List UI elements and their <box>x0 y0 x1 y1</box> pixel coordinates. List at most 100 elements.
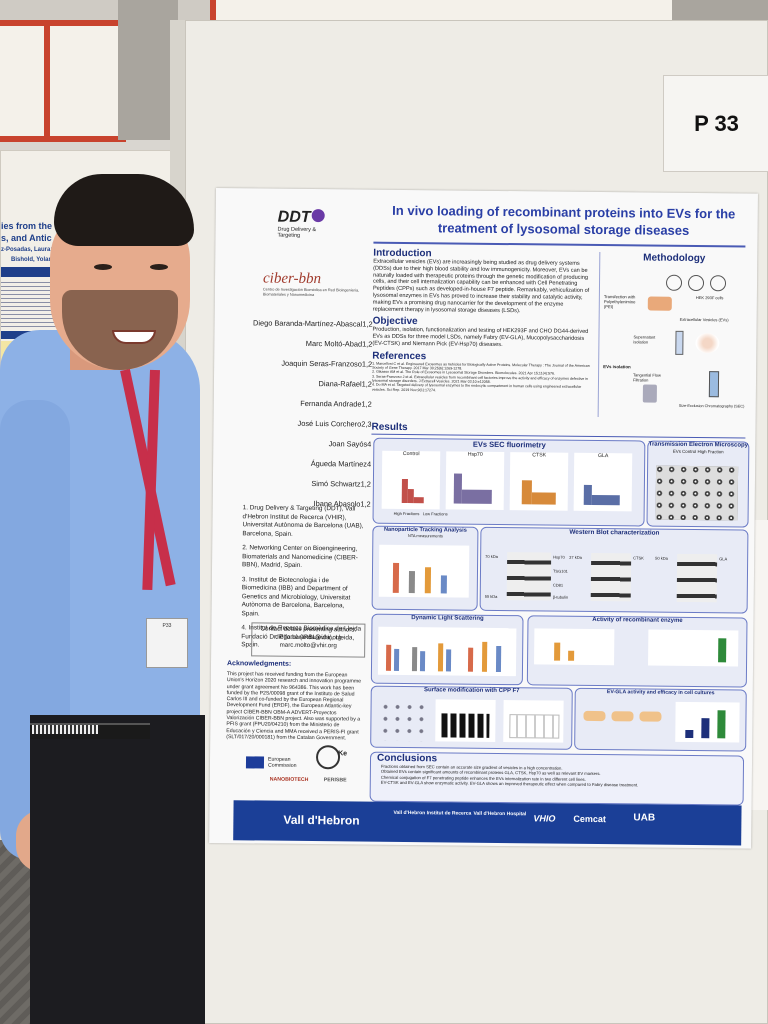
sec-subplot: Control <box>381 450 441 510</box>
wb-marker: GLA <box>719 556 728 562</box>
neighbor-fragment: z-Posadas, Laura; Braza <box>1 247 71 253</box>
affiliation: 2. Networking Center on Bioengineering, … <box>242 544 358 569</box>
neighbor-intro-text <box>1 279 57 329</box>
author: Águeda Martínez4 <box>310 459 372 469</box>
nta-chart <box>378 544 470 598</box>
author-list: Diego Baranda-Martínez-Abascal1,2 Marc M… <box>221 318 373 508</box>
eye <box>94 264 112 270</box>
board-number: P 33 <box>663 75 768 172</box>
poster-title: In vivo loading of recombinant proteins … <box>392 202 736 238</box>
methodology-step: Transfection with Polyethylenimine (PEI) <box>603 294 636 310</box>
funder-logo: NANOBIOTECH <box>269 776 309 784</box>
footer-logo: Vall d'Hebron Institut de Recerca <box>393 809 472 817</box>
neighbor-bar <box>1 267 57 277</box>
cpp-chart <box>503 700 564 743</box>
funder-logo: Ke <box>338 750 348 758</box>
enzyme-title: Activity of recombinant enzyme <box>592 616 683 624</box>
methodology-section: Methodology Transfection with Polyethyle… <box>597 252 749 419</box>
dls-bar <box>481 641 488 672</box>
western-blot-panel: Western Blot characterization Hsp70 CTSK… <box>479 526 749 614</box>
tff-icon <box>642 384 657 403</box>
efficacy-chart <box>675 701 740 743</box>
cpp-title: Surface modification with CPP F7 <box>423 687 520 695</box>
sec-bar <box>461 489 492 504</box>
tube-icon <box>675 330 684 355</box>
tem-image <box>655 465 739 521</box>
kec-logo-icon <box>315 745 341 770</box>
wb-blot <box>676 553 718 603</box>
enzyme-activity-panel: Activity of recombinant enzyme <box>526 615 748 688</box>
ciber-logo-mark: ciber-bbn <box>262 270 322 288</box>
nta-bar <box>392 562 400 593</box>
cell-culture-icon <box>647 296 672 311</box>
belt-buckle <box>32 725 98 734</box>
cpp-bar <box>441 713 490 738</box>
wb-marker: Hsp70 <box>553 554 565 560</box>
objective-text: Production, isolation, functionalization… <box>372 327 589 348</box>
methodology-step: Size-Exclusion Chromatography (SEC) <box>678 403 745 409</box>
name-badge: P33 <box>146 618 188 668</box>
nta-subtitle: NTA measurements <box>407 533 443 539</box>
eye <box>150 264 168 270</box>
dls-bar <box>419 651 426 672</box>
pillar <box>118 0 178 140</box>
subplot-label: CTSK <box>532 452 547 459</box>
footer-logo: Vall d'Hebron <box>283 812 360 828</box>
title-underline <box>373 241 746 248</box>
poster: DDT Drug Delivery & Targeting ciber-bbn … <box>209 188 758 849</box>
sec-bar <box>583 484 592 505</box>
efficacy-panel: EV-GLA activity and efficacy in cell cul… <box>574 687 747 752</box>
nta-bar <box>408 571 415 594</box>
sec-subplot: Hsp70 <box>445 451 505 511</box>
nta-bar <box>424 567 432 594</box>
plasmid-icon <box>709 275 727 292</box>
dls-bar <box>385 644 392 671</box>
ciber-logo: ciber-bbn Centro de Investigación Bioméd… <box>263 270 373 297</box>
dls-bar <box>411 647 418 672</box>
sec-fluorimetry-title: EVs SEC fluorimetry <box>472 439 546 450</box>
window-left <box>0 20 126 142</box>
ciber-logo-sub: Centro de Investigación Biomédica en Red… <box>262 287 360 297</box>
sec-column-icon <box>708 371 720 398</box>
trousers <box>30 715 205 1024</box>
acknowledgments-heading: Acknowledgments: <box>226 660 292 668</box>
intro-text: Extracellular vesicles (EVs) are increas… <box>372 258 590 314</box>
footer-logo: UAB <box>633 812 656 824</box>
author: Diego Baranda-Martínez-Abascal1,2 <box>252 318 373 329</box>
wb-blot <box>590 552 632 602</box>
methodology-step: Tangential Flow Filtration <box>632 372 661 383</box>
contact-email: marc.molto@vhir.org <box>279 641 337 650</box>
dls-title: Dynamic Light Scattering <box>411 615 484 622</box>
neighbor-fragment: Bishold, Yolanda <box>11 257 60 263</box>
dls-bar <box>393 648 400 671</box>
wb-size: 50 kDa <box>655 555 668 561</box>
dls-chart <box>377 626 517 677</box>
legend-item: High Fractions <box>393 510 420 517</box>
sec-bar <box>521 480 532 505</box>
footer-logo: Cemcat <box>573 813 606 825</box>
cpp-chart <box>435 699 496 742</box>
sec-subplot: CTSK <box>509 452 569 511</box>
vesicles-icon <box>695 333 720 354</box>
wb-title: Western Blot characterization <box>569 528 660 537</box>
author: Joan Sayós4 <box>328 439 372 449</box>
wb-blot <box>506 552 552 601</box>
author: Simó Schwartz1,2 <box>311 479 371 489</box>
subplot-label: Hsp70 <box>467 451 483 458</box>
funder-logos: European Commission Ke NANOBIOTECH PERIS… <box>240 744 370 789</box>
sec-bar <box>413 497 424 504</box>
acknowledgments-text: This project has received funding from t… <box>226 671 362 742</box>
subplot-label: GLA <box>597 453 609 460</box>
funder-logo: PERISBE <box>323 777 347 784</box>
tem-panel: Transmission Electron Microscopy EVs Con… <box>646 440 750 528</box>
footer-logo: VHIO <box>533 813 556 824</box>
enzyme-bar <box>568 650 575 661</box>
wb-marker: CD81 <box>552 582 564 588</box>
wb-size: 70 kDa <box>485 553 498 559</box>
window-mullion <box>44 20 50 140</box>
acknowledgments: Acknowledgments: This project has receiv… <box>226 660 365 742</box>
enzyme-bar <box>554 642 561 661</box>
person: P33 <box>0 170 210 1024</box>
sec-bar <box>591 494 620 506</box>
subplot-label: Control <box>402 450 420 458</box>
